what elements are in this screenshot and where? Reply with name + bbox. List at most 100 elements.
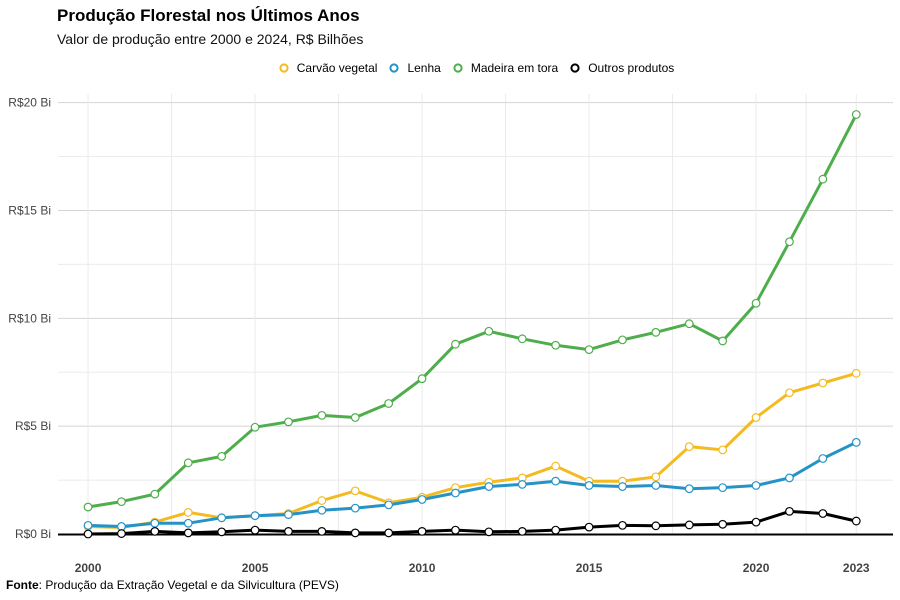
data-point	[384, 528, 394, 538]
y-tick-label: R$20 Bi	[8, 96, 51, 110]
data-point	[451, 339, 460, 349]
x-tick-label: 2005	[242, 561, 269, 575]
data-point	[584, 522, 594, 532]
data-point	[751, 481, 761, 490]
data-point	[651, 472, 661, 482]
data-point	[851, 368, 861, 378]
data-point	[217, 513, 227, 523]
chart-legend: Carvão vegetal Lenha Madeira em tora Outros…	[0, 61, 900, 75]
legend-key-icon	[279, 63, 289, 73]
data-point	[517, 334, 527, 344]
x-tick-label: 2010	[409, 561, 436, 575]
data-point	[651, 481, 661, 490]
data-point	[250, 525, 260, 535]
data-point	[751, 517, 761, 527]
data-point	[551, 340, 561, 350]
data-point	[183, 518, 193, 528]
data-point	[584, 481, 594, 490]
data-point	[150, 518, 160, 528]
chart-title: Produção Florestal nos Últimos Anos	[57, 6, 360, 25]
data-point	[183, 508, 193, 517]
y-tick-label: R$5 Bi	[15, 419, 51, 433]
series-line	[86, 440, 858, 528]
data-point	[417, 374, 427, 384]
data-point	[317, 505, 327, 515]
data-point	[718, 519, 728, 529]
data-point	[551, 525, 561, 535]
data-point	[284, 417, 293, 427]
legend-key-icon	[389, 63, 400, 73]
data-point	[785, 473, 794, 483]
data-point	[818, 378, 828, 388]
data-point	[117, 529, 126, 538]
data-point	[651, 327, 661, 337]
data-point	[684, 520, 694, 530]
data-point	[317, 410, 327, 420]
data-point	[384, 500, 394, 510]
data-point	[818, 509, 828, 518]
data-point	[818, 454, 828, 463]
source-caption: Fonte: Produção da Extração Vegetal e da…	[6, 578, 339, 592]
data-point	[718, 336, 728, 346]
series-line	[86, 371, 858, 529]
data-point	[451, 488, 460, 498]
data-point	[183, 528, 193, 538]
data-point	[751, 298, 761, 308]
data-point	[350, 503, 360, 513]
data-point	[284, 527, 293, 536]
series-line	[86, 509, 858, 536]
data-point	[183, 458, 193, 468]
data-point	[417, 527, 427, 536]
source-text: : Produção da Extração Vegetal e da Silv…	[38, 578, 339, 592]
data-point	[317, 496, 327, 505]
legend-item: Madeira em tora	[450, 61, 558, 75]
data-point	[785, 388, 794, 398]
data-point	[718, 445, 728, 455]
series-line	[86, 113, 858, 509]
data-point	[785, 506, 794, 516]
legend-label: Madeira em tora	[470, 61, 559, 75]
data-point	[517, 479, 527, 489]
data-point	[83, 520, 93, 530]
data-point	[751, 413, 761, 422]
data-point	[618, 520, 627, 530]
x-tick-label: 2023	[843, 561, 870, 575]
data-point	[618, 482, 627, 491]
data-point	[684, 442, 694, 452]
legend-item: Outros produtos	[567, 61, 674, 75]
data-point	[117, 522, 126, 531]
y-tick-label: R$0 Bi	[15, 527, 51, 541]
y-tick-label: R$10 Bi	[8, 311, 51, 325]
data-point	[284, 510, 293, 519]
data-point	[851, 110, 861, 119]
data-point	[551, 476, 561, 486]
legend-item: Carvão vegetal	[276, 61, 377, 75]
data-point	[684, 484, 694, 494]
chart-subtitle: Valor de produção entre 2000 e 2024, R$ …	[57, 31, 364, 47]
data-point	[718, 483, 728, 493]
data-point	[150, 489, 160, 499]
x-tick-label: 2015	[576, 561, 603, 575]
data-point	[851, 516, 861, 526]
data-point	[618, 335, 627, 345]
data-point	[451, 525, 460, 535]
x-tick-label: 2020	[743, 561, 770, 575]
data-point	[317, 527, 327, 536]
data-point	[250, 422, 260, 432]
legend-key-icon	[570, 63, 580, 73]
data-point	[250, 511, 260, 521]
data-point	[417, 495, 427, 504]
data-point	[684, 319, 694, 329]
legend-label: Lenha	[407, 61, 441, 75]
y-tick-label: R$15 Bi	[8, 203, 51, 217]
data-point	[217, 451, 227, 461]
data-point	[83, 502, 93, 512]
data-point	[818, 174, 828, 184]
source-label: Fonte	[6, 578, 39, 592]
data-point	[83, 529, 93, 539]
data-point	[851, 437, 861, 447]
data-point	[785, 237, 794, 247]
data-point	[350, 528, 360, 538]
data-point	[150, 527, 160, 536]
